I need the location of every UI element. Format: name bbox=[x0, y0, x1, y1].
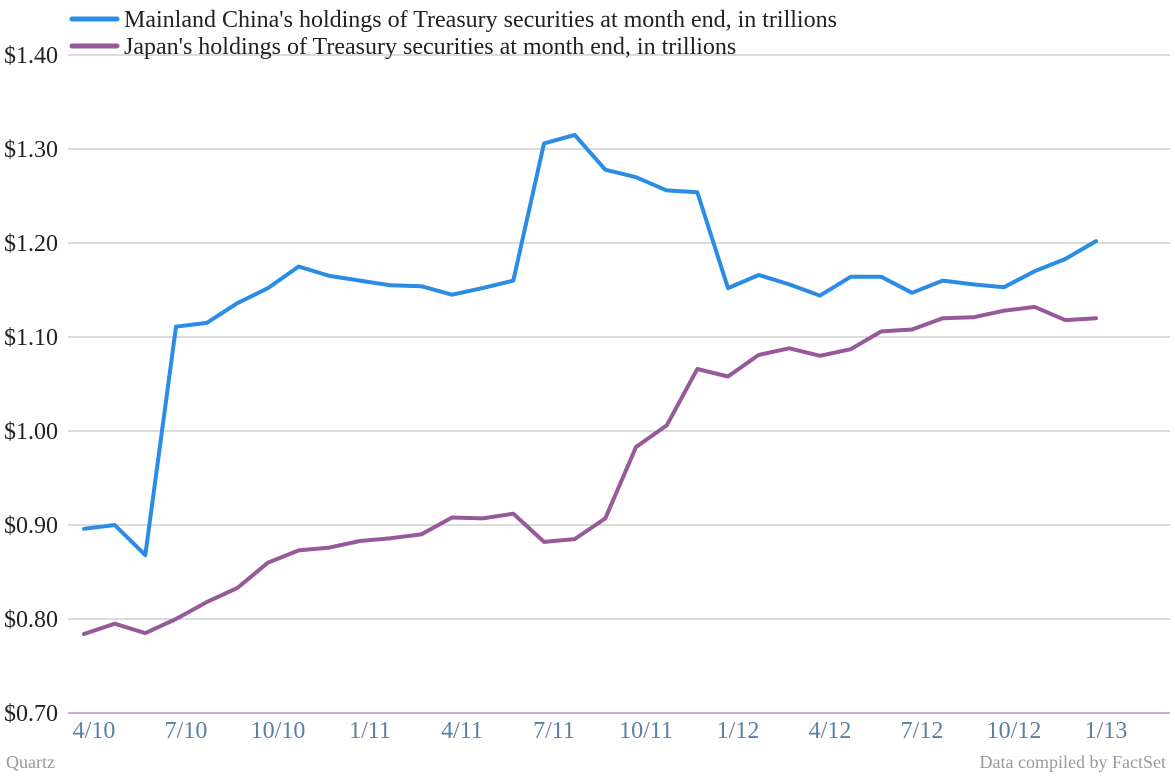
x-axis-tick-labels: 4/10 7/10 10/10 1/11 4/11 7/11 10/11 1/12 4/12 7/… bbox=[73, 718, 1128, 744]
x-tick-label: 10/12 bbox=[987, 718, 1042, 744]
x-tick-label: 1/11 bbox=[349, 718, 391, 744]
y-tick-label: $0.90 bbox=[4, 513, 58, 539]
x-tick-label: 10/10 bbox=[251, 718, 306, 744]
x-tick-label: 1/12 bbox=[717, 718, 760, 744]
y-tick-label: $1.30 bbox=[4, 137, 58, 163]
japan-series-line bbox=[82, 304, 1098, 636]
legend: Mainland China's holdings of Treasury se… bbox=[69, 7, 837, 60]
x-tick-label: 7/12 bbox=[901, 718, 944, 744]
y-tick-label: $0.80 bbox=[4, 607, 58, 633]
y-tick-label: $0.70 bbox=[4, 701, 58, 727]
footer-credit: Quartz bbox=[6, 752, 55, 772]
y-tick-label: $1.00 bbox=[4, 419, 58, 445]
x-tick-label: 7/10 bbox=[165, 718, 208, 744]
x-tick-label: 4/12 bbox=[809, 718, 852, 744]
x-tick-label: 7/11 bbox=[533, 718, 575, 744]
footer-source: Data compiled by FactSet bbox=[980, 752, 1166, 772]
legend-label: Japan's holdings of Treasury securities … bbox=[124, 34, 736, 60]
x-tick-label: 4/10 bbox=[73, 718, 116, 744]
x-tick-label: 4/11 bbox=[441, 718, 483, 744]
gridlines bbox=[68, 54, 1170, 714]
china-series-line bbox=[82, 132, 1098, 558]
y-tick-label: $1.10 bbox=[4, 325, 58, 351]
x-tick-label: 1/13 bbox=[1085, 718, 1128, 744]
y-axis-tick-labels: $0.70 $0.80 $0.90 $1.00 $1.10 $1.20 $1.30 $1.40 bbox=[4, 43, 58, 727]
x-tick-label: 10/11 bbox=[619, 718, 673, 744]
y-tick-label: $1.40 bbox=[4, 43, 58, 69]
y-tick-label: $1.20 bbox=[4, 231, 58, 257]
legend-label: Mainland China's holdings of Treasury se… bbox=[124, 7, 837, 33]
series-lines bbox=[82, 132, 1098, 636]
